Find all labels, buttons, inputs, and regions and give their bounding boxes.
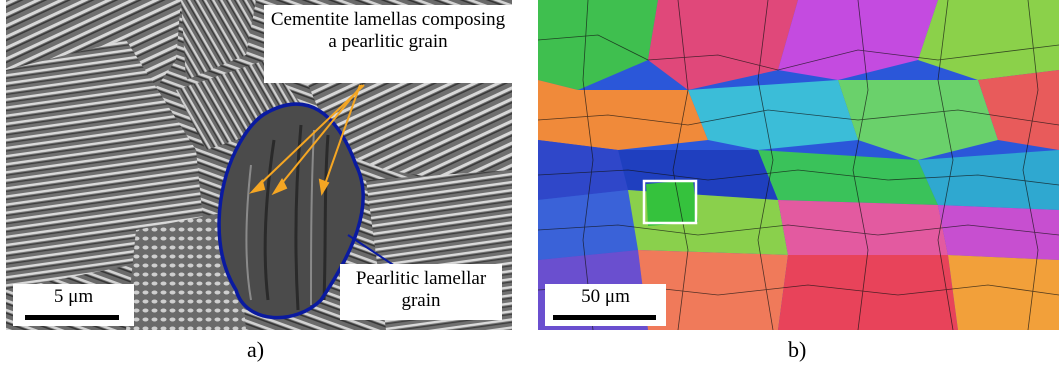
scale-bar: 5 μm [13, 284, 134, 326]
ebsd-map-panel: 50 μm [538, 0, 1059, 330]
grain-outline [217, 102, 365, 320]
panel-label-a: a) [247, 337, 265, 362]
ebsd-orientation-map [538, 0, 1059, 330]
cementite-callout: Cementite lamellas composing a pearlitic… [264, 5, 512, 83]
grain-leader-line [347, 234, 399, 269]
panel-label-b: b) [788, 337, 807, 362]
scale-bar-line [25, 315, 119, 320]
highlighted-grain-box [642, 179, 698, 225]
scale-bar-label: 50 μm [581, 286, 630, 307]
sem-micrograph-panel: Cementite lamellas composing a pearlitic… [6, 0, 512, 330]
scale-bar-line [553, 315, 656, 320]
scale-bar: 50 μm [545, 284, 666, 326]
pearlitic-grain-callout: Pearlitic lamellar grain [340, 264, 502, 320]
cementite-arrows [249, 84, 365, 196]
scale-bar-label: 5 μm [53, 286, 94, 307]
